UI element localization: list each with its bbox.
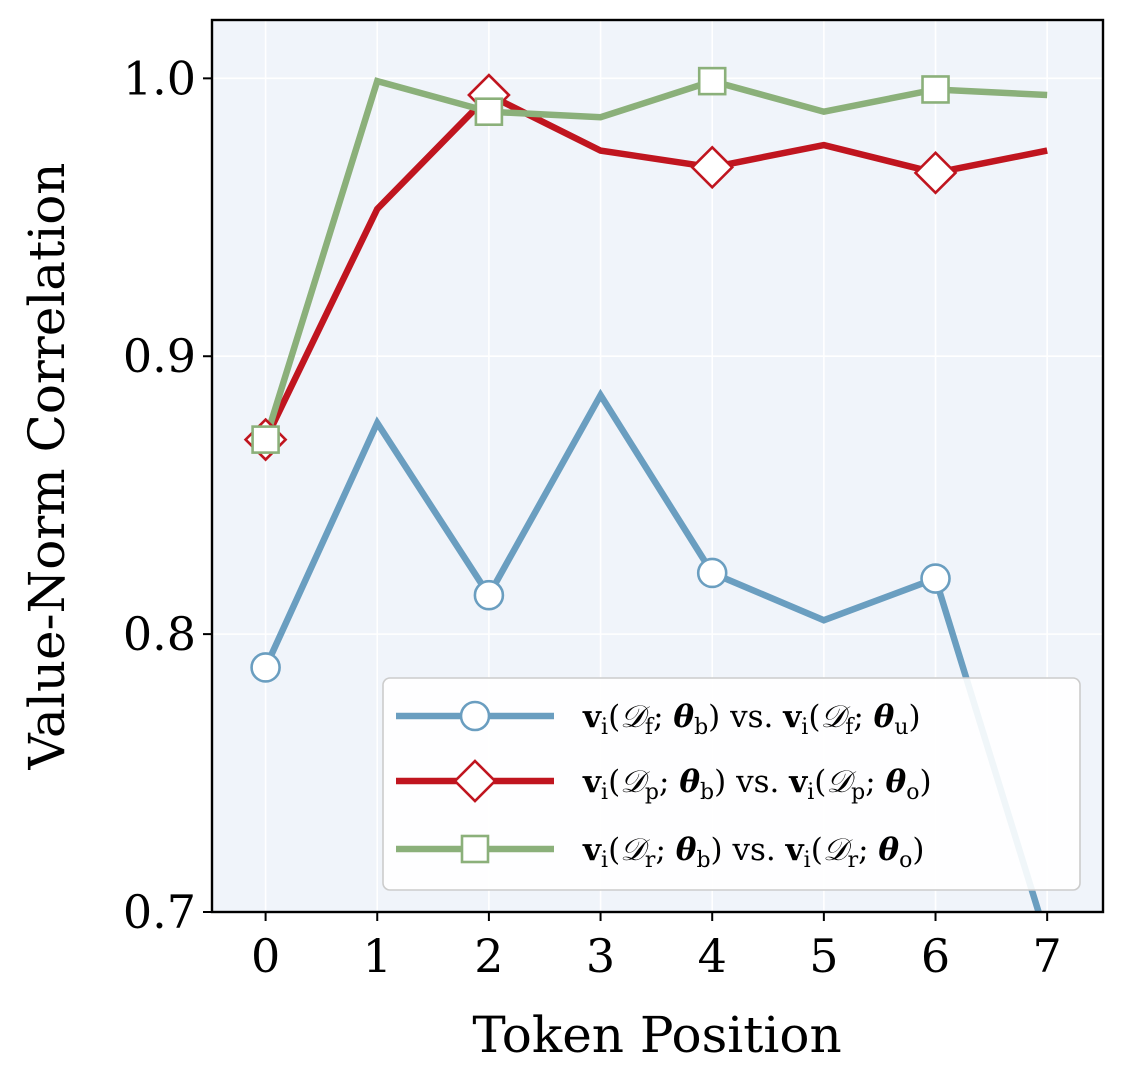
legend-marker-1 (459, 700, 491, 732)
data-point-s1-x6 (920, 563, 951, 594)
series-line-3 (262, 77, 1048, 441)
x-tick-label: 2 (474, 929, 503, 983)
x-tick-label: 4 (698, 929, 727, 983)
legend-label-1: vi(𝒟f; θb) vs. vi(𝒟f; θu) (582, 699, 921, 740)
legend-label-2: vi(𝒟p; θb) vs. vi(𝒟p; θo) (582, 764, 932, 805)
y-axis-ticks: 0.7 0.8 0.9 1.0 (123, 51, 212, 939)
plot-frame (210, 18, 1105, 914)
x-tick-label: 5 (809, 929, 838, 983)
legend-box (382, 677, 1081, 891)
data-point-s3-x4 (697, 66, 727, 96)
series-markers (243, 66, 958, 683)
data-point-s3-x6 (921, 75, 950, 104)
x-tick-label: 7 (1033, 929, 1062, 983)
x-tick-label: 0 (251, 929, 280, 983)
x-axis-title: Token Position (472, 1006, 841, 1064)
y-tick-label: 0.8 (123, 607, 196, 661)
y-axis-title: Value-Norm Correlation (18, 162, 76, 770)
y-tick-label: 1.0 (123, 51, 196, 105)
series-line-1 (262, 388, 1042, 912)
y-tick-label: 0.9 (123, 329, 196, 383)
data-point-s2-x4 (690, 145, 735, 190)
x-tick-label: 1 (363, 929, 392, 983)
data-point-s1-x0 (250, 652, 281, 683)
data-point-s1-x4 (696, 557, 728, 589)
data-point-s3-x0 (251, 425, 280, 454)
x-axis-ticks: 0 1 2 3 4 5 6 7 (251, 912, 1062, 983)
data-point-s3-x2 (474, 97, 504, 127)
legend: vi(𝒟f; θb) vs. vi(𝒟f; θu) vi(𝒟p; θb) vs. … (382, 677, 1081, 891)
y-tick-label: 0.7 (123, 885, 196, 939)
series-lines (262, 77, 1048, 912)
series-line-2 (262, 91, 1048, 442)
x-tick-label: 6 (921, 929, 950, 983)
data-point-s2-x6 (913, 150, 958, 195)
x-tick-label: 3 (586, 929, 615, 983)
legend-label-3: vi(𝒟r; θb) vs. vi(𝒟r; θo) (582, 832, 924, 873)
data-point-s1-x2 (473, 579, 505, 611)
legend-marker-2 (453, 759, 497, 803)
legend-marker-3 (460, 834, 490, 864)
